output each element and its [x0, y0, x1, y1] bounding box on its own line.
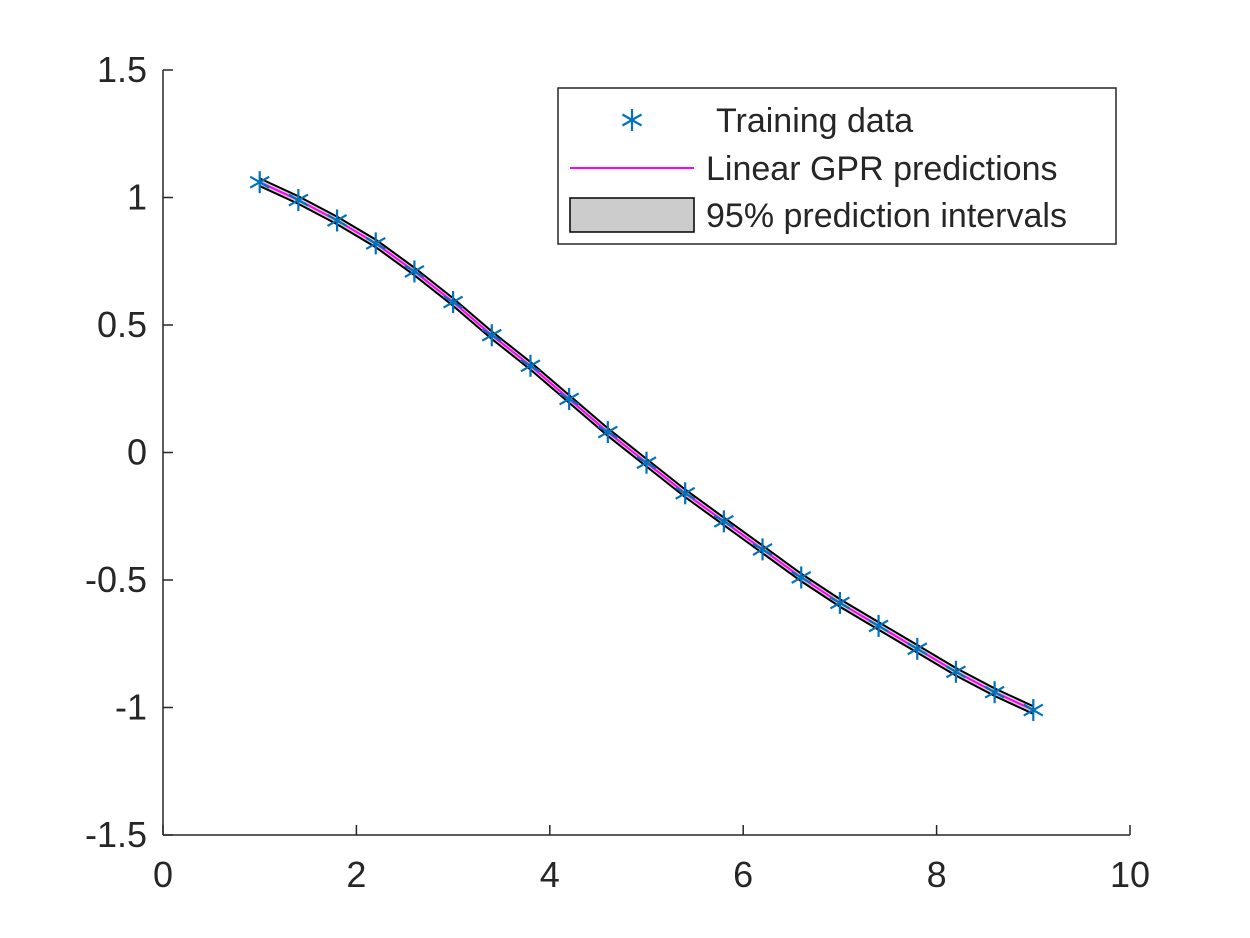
y-tick-label: 0 — [127, 432, 147, 473]
prediction-interval-band — [259, 177, 1034, 715]
y-tick-label: -1 — [115, 687, 147, 728]
training-data-point — [1023, 699, 1044, 722]
legend: Training data Linear GPR predictions 95% p… — [557, 87, 1117, 245]
training-data-point — [675, 482, 696, 505]
legend-label-intervals: 95% prediction intervals — [706, 197, 1067, 235]
prediction-line-layer — [259, 181, 1034, 711]
legend-asterisk-icon — [621, 109, 643, 131]
training-data-point — [443, 291, 464, 314]
y-tick-label: 0.5 — [97, 304, 147, 345]
x-tick-label: 8 — [927, 854, 947, 895]
training-data-point — [365, 232, 386, 255]
training-data-point — [984, 681, 1005, 704]
plot-area — [249, 171, 1044, 722]
y-tick-label: 1.5 — [97, 49, 147, 90]
training-data-point — [597, 421, 618, 444]
training-data-point — [636, 451, 657, 474]
training-data-markers — [249, 171, 1044, 722]
training-data-point — [907, 637, 928, 660]
training-data-point — [868, 614, 889, 637]
interval-lower-edge — [259, 185, 1034, 715]
training-data-point — [752, 538, 773, 561]
interval-upper-edge — [259, 177, 1034, 708]
training-data-point — [713, 510, 734, 533]
axes: 0 2 4 6 8 10 -1.5 -1 -0.5 0 0.5 1 1.5 — [85, 49, 1150, 895]
x-tick-label: 2 — [346, 854, 366, 895]
legend-band-swatch — [569, 197, 695, 233]
y-tick-label: -1.5 — [85, 814, 147, 855]
training-data-point — [481, 324, 502, 347]
training-data-point — [945, 660, 967, 683]
x-tick-label: 0 — [153, 854, 173, 895]
training-data-point — [326, 209, 348, 232]
training-data-point — [791, 566, 812, 589]
training-data-point — [249, 171, 270, 194]
x-tick-label: 6 — [733, 854, 753, 895]
legend-label-training-data: Training data — [716, 102, 913, 140]
legend-label-predictions: Linear GPR predictions — [706, 150, 1058, 188]
y-tick-label: -0.5 — [85, 559, 147, 600]
interval-band-fill — [259, 178, 1034, 714]
training-data-point — [288, 189, 309, 212]
training-data-point — [520, 354, 541, 377]
training-data-point — [829, 591, 850, 614]
x-tick-label: 10 — [1110, 854, 1150, 895]
training-data-point — [559, 387, 580, 410]
prediction-line — [259, 181, 1034, 711]
training-data-point — [404, 260, 425, 283]
x-tick-label: 4 — [540, 854, 560, 895]
y-tick-label: 1 — [127, 177, 147, 218]
